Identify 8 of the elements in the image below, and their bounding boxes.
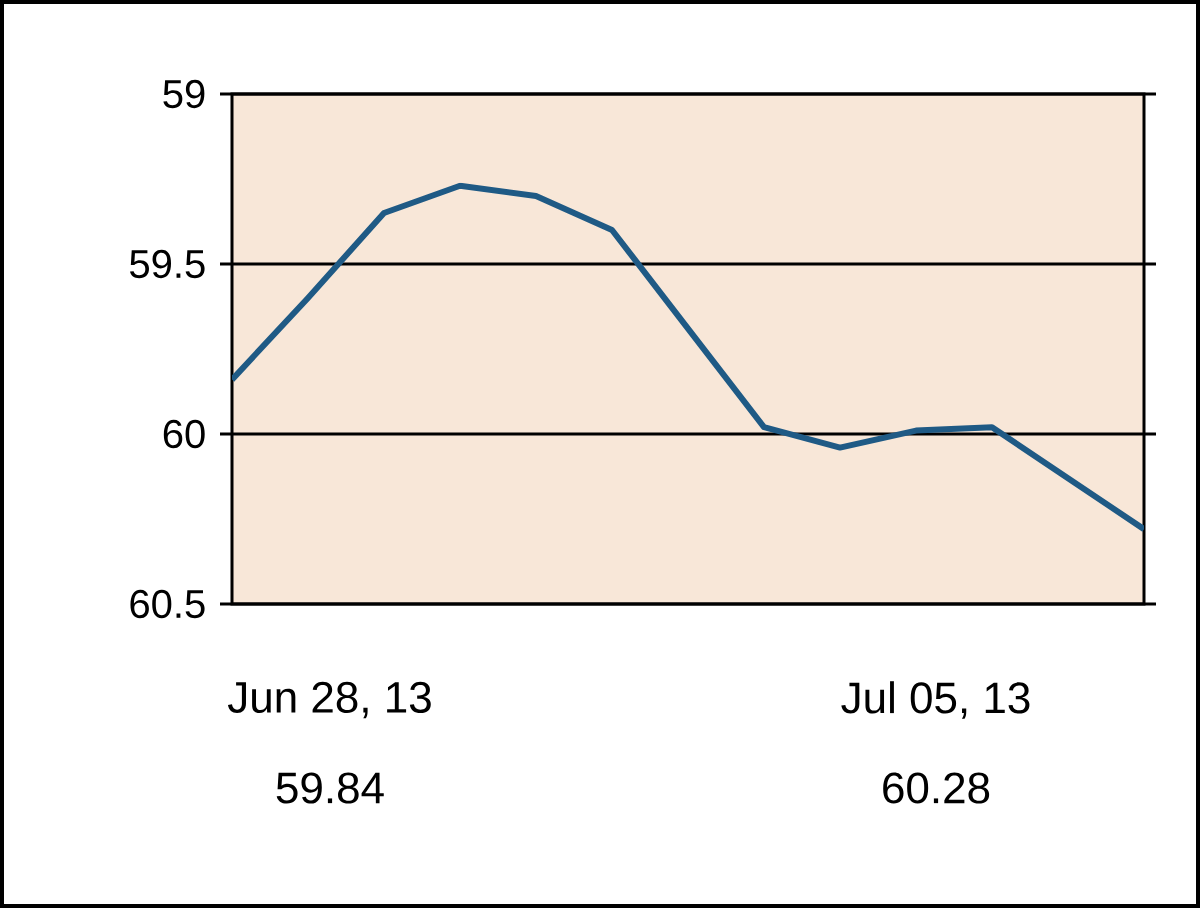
y-tick-label: 59.5 [130, 249, 205, 279]
text: Jul 05, 13 [841, 681, 1030, 719]
y-tick-label: 60.5 [130, 589, 205, 619]
text: 60.28 [883, 772, 990, 804]
text: 59.84 [276, 772, 384, 804]
y-tick-label: 59 [163, 79, 205, 109]
text: Jun 28, 13 [227, 681, 431, 719]
y-tick-label: 60 [163, 419, 205, 449]
